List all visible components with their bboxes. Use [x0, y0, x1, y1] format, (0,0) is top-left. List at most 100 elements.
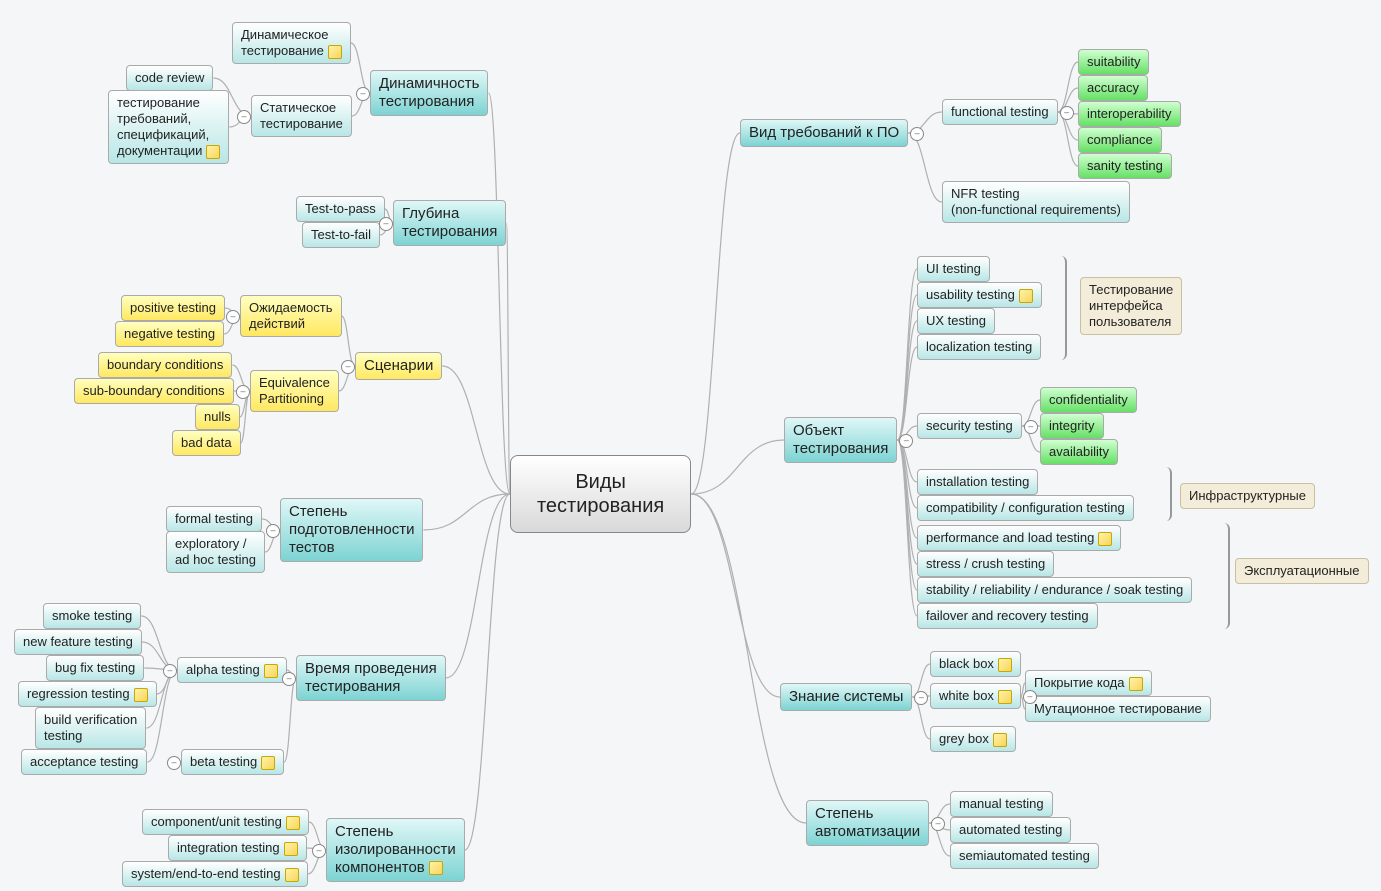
mindmap-node[interactable]: Покрытие кода [1025, 670, 1152, 696]
mindmap-node[interactable]: formal testing [166, 506, 262, 532]
collapse-toggle-icon[interactable]: – [1024, 420, 1038, 434]
collapse-toggle-icon[interactable]: – [282, 672, 296, 686]
mindmap-node[interactable]: UI testing [917, 256, 990, 282]
mindmap-node[interactable]: boundary conditions [98, 352, 232, 378]
mindmap-node[interactable]: grey box [930, 726, 1016, 752]
node-label: usability testing [926, 287, 1015, 302]
mindmap-node[interactable]: exploratory / ad hoc testing [166, 531, 265, 573]
mindmap-node[interactable]: Степень подготовленности тестов [280, 498, 423, 562]
mindmap-node[interactable]: Динамичность тестирования [370, 70, 488, 116]
collapse-toggle-icon[interactable]: – [226, 310, 240, 324]
node-label: Сценарии [364, 357, 433, 374]
mindmap-node[interactable]: suitability [1078, 49, 1149, 75]
collapse-toggle-icon[interactable]: – [356, 87, 370, 101]
mindmap-node[interactable]: Степень изолированности компонентов [326, 818, 465, 882]
mindmap-node[interactable]: Виды тестирования [510, 455, 691, 533]
collapse-toggle-icon[interactable]: – [163, 664, 177, 678]
node-label: stability / reliability / endurance / so… [926, 582, 1183, 597]
mindmap-node[interactable]: NFR testing (non-functional requirements… [942, 181, 1130, 223]
mindmap-node[interactable]: stability / reliability / endurance / so… [917, 577, 1192, 603]
mindmap-node[interactable]: тестирование требований, спецификаций, д… [108, 90, 229, 164]
collapse-toggle-icon[interactable]: – [931, 817, 945, 831]
collapse-toggle-icon[interactable]: – [914, 691, 928, 705]
mindmap-node[interactable]: interoperability [1078, 101, 1181, 127]
mindmap-node[interactable]: component/unit testing [142, 809, 309, 835]
mindmap-node[interactable]: security testing [917, 413, 1022, 439]
node-label: interoperability [1087, 106, 1172, 121]
mindmap-node[interactable]: Знание системы [780, 683, 912, 711]
collapse-toggle-icon[interactable]: – [899, 434, 913, 448]
mindmap-node[interactable]: integrity [1040, 413, 1104, 439]
node-label: component/unit testing [151, 814, 282, 829]
mindmap-node[interactable]: compatibility / configuration testing [917, 495, 1134, 521]
mindmap-node[interactable]: semiautomated testing [950, 843, 1099, 869]
mindmap-node[interactable]: positive testing [121, 295, 225, 321]
note-icon [1098, 532, 1112, 546]
mindmap-node[interactable]: confidentiality [1040, 387, 1137, 413]
mindmap-node[interactable]: Динамическое тестирование [232, 22, 351, 64]
mindmap-node[interactable]: acceptance testing [21, 749, 147, 775]
mindmap-node[interactable]: Equivalence Partitioning [250, 370, 339, 412]
mindmap-node[interactable]: compliance [1078, 127, 1162, 153]
mindmap-node[interactable]: manual testing [950, 791, 1053, 817]
collapse-toggle-icon[interactable]: – [312, 844, 326, 858]
mindmap-node[interactable]: Сценарии [355, 352, 442, 380]
mindmap-node[interactable]: alpha testing [177, 657, 287, 683]
collapse-toggle-icon[interactable]: – [266, 524, 280, 538]
mindmap-node[interactable]: functional testing [942, 99, 1058, 125]
mindmap-node[interactable]: Степень автоматизации [806, 800, 929, 846]
mindmap-node[interactable]: performance and load testing [917, 525, 1121, 551]
mindmap-node[interactable]: availability [1040, 439, 1118, 465]
mindmap-node[interactable]: UX testing [917, 308, 995, 334]
mindmap-node[interactable]: stress / crush testing [917, 551, 1054, 577]
collapse-toggle-icon[interactable]: – [236, 385, 250, 399]
mindmap-node[interactable]: Статическое тестирование [251, 95, 352, 137]
node-label: manual testing [959, 796, 1044, 811]
mindmap-node[interactable]: Вид требований к ПО [740, 119, 908, 147]
mindmap-node[interactable]: black box [930, 651, 1021, 677]
node-label: тестирование требований, спецификаций, д… [117, 95, 209, 158]
mindmap-node[interactable]: Test-to-pass [296, 196, 385, 222]
collapse-toggle-icon[interactable]: – [379, 217, 393, 231]
mindmap-node[interactable]: Мутационное тестирование [1025, 696, 1211, 722]
collapse-toggle-icon[interactable]: – [910, 127, 924, 141]
mindmap-node[interactable]: sub-boundary conditions [74, 378, 234, 404]
mindmap-node[interactable]: nulls [195, 404, 240, 430]
mindmap-node[interactable]: accuracy [1078, 75, 1148, 101]
mindmap-node[interactable]: usability testing [917, 282, 1042, 308]
mindmap-node[interactable]: regression testing [18, 681, 157, 707]
node-label: integrity [1049, 418, 1095, 433]
node-label: Test-to-pass [305, 201, 376, 216]
node-label: confidentiality [1049, 392, 1128, 407]
mindmap-node[interactable]: bad data [172, 430, 241, 456]
node-label: Мутационное тестирование [1034, 701, 1202, 716]
collapse-toggle-icon[interactable]: – [237, 110, 251, 124]
mindmap-node[interactable]: bug fix testing [46, 655, 144, 681]
collapse-toggle-icon[interactable]: – [341, 360, 355, 374]
mindmap-node[interactable]: white box [930, 683, 1021, 709]
mindmap-node[interactable]: failover and recovery testing [917, 603, 1098, 629]
node-label: positive testing [130, 300, 216, 315]
mindmap-node[interactable]: new feature testing [14, 629, 142, 655]
mindmap-node[interactable]: Объект тестирования [784, 417, 897, 463]
note-icon [285, 868, 299, 882]
mindmap-node[interactable]: beta testing [181, 749, 284, 775]
mindmap-node[interactable]: code review [126, 65, 213, 91]
mindmap-node[interactable]: system/end-to-end testing [122, 861, 308, 887]
collapse-toggle-icon[interactable]: – [167, 756, 181, 770]
mindmap-node[interactable]: Время проведения тестирования [296, 655, 446, 701]
mindmap-node[interactable]: build verification testing [35, 707, 146, 749]
mindmap-node[interactable]: negative testing [115, 321, 224, 347]
mindmap-node[interactable]: Ожидаемость действий [240, 295, 342, 337]
mindmap-node[interactable]: integration testing [168, 835, 307, 861]
mindmap-node[interactable]: installation testing [917, 469, 1038, 495]
collapse-toggle-icon[interactable]: – [1060, 106, 1074, 120]
mindmap-node[interactable]: localization testing [917, 334, 1041, 360]
mindmap-node[interactable]: Test-to-fail [302, 222, 380, 248]
mindmap-node[interactable]: sanity testing [1078, 153, 1172, 179]
note-icon [1129, 677, 1143, 691]
mindmap-node[interactable]: smoke testing [43, 603, 141, 629]
mindmap-node[interactable]: Глубина тестирования [393, 200, 506, 246]
collapse-toggle-icon[interactable]: – [1023, 690, 1037, 704]
mindmap-node[interactable]: automated testing [950, 817, 1071, 843]
